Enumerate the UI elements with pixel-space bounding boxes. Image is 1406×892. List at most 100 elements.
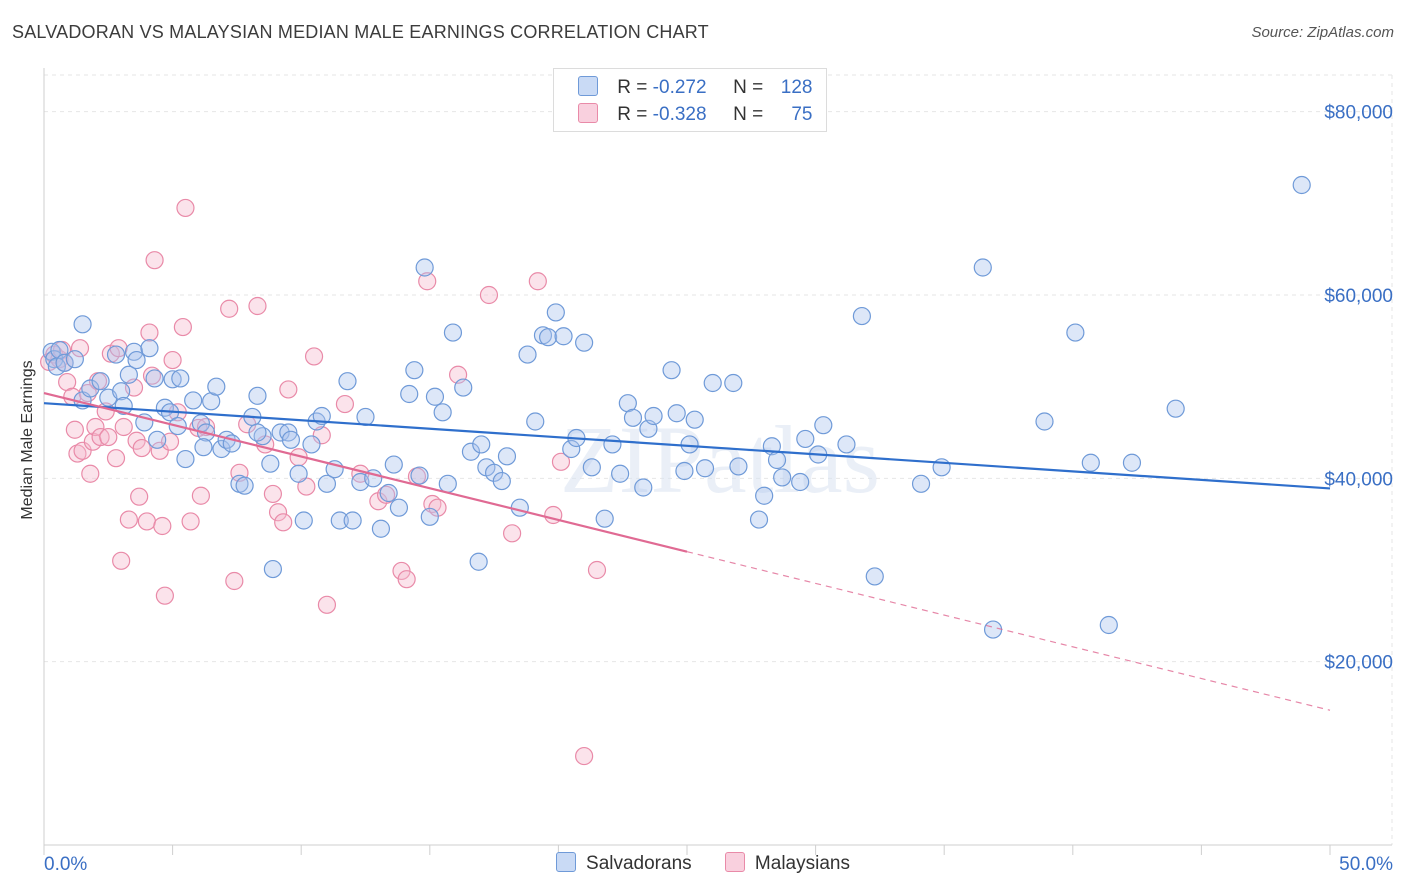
salvadoran-point	[263, 559, 283, 579]
malaysian-point	[119, 510, 138, 529]
salvadoran-point	[796, 429, 815, 449]
malaysian-point	[317, 595, 337, 614]
salvadoran-point	[554, 327, 573, 346]
y-tick-label: $40,000	[1324, 469, 1393, 490]
salvadoran-point	[791, 472, 810, 492]
salvadoran-point	[127, 350, 146, 370]
salvadoran-point	[461, 442, 481, 461]
malaysian-point	[191, 486, 210, 505]
salvadoran-point	[582, 458, 601, 477]
legend-row-malaysians: R = -0.328 N = 75	[578, 103, 813, 126]
malaysian-point	[91, 427, 110, 447]
malaysian-point	[81, 464, 100, 483]
malaysian-point	[114, 417, 133, 437]
salvadoran-point	[371, 519, 391, 538]
salvadoran-point	[575, 333, 594, 352]
malaysian-point	[99, 427, 118, 447]
salvadoran-point	[212, 439, 231, 459]
chart-title: SALVADORAN VS MALAYSIAN MEDIAN MALE EARN…	[12, 22, 709, 42]
malaysian-point	[248, 296, 267, 316]
axes	[43, 68, 1392, 855]
malaysian-point	[220, 299, 239, 318]
legend-item-salvadorans[interactable]: Salvadorans	[556, 852, 692, 875]
salvadoran-point	[562, 439, 581, 459]
salvadoran-point	[546, 303, 565, 322]
salvadoran-point	[438, 474, 457, 493]
salvadoran-point	[148, 430, 167, 449]
salvadoran-point	[510, 498, 529, 517]
salvadoran-point	[420, 507, 439, 526]
salvadoran-point	[539, 328, 558, 347]
salvadoran-point	[454, 378, 473, 397]
salvadoran-point	[675, 461, 694, 481]
x-tick-label: 0.0%	[44, 854, 87, 875]
malaysian-point	[397, 570, 416, 589]
salvadoran-point	[755, 486, 774, 505]
y-tick-label: $20,000	[1324, 653, 1393, 674]
salvadoran-point	[317, 474, 337, 493]
salvadoran-point	[248, 386, 267, 405]
salvadoran-point	[261, 454, 280, 473]
salvadoran-point	[837, 435, 856, 454]
malaysian-point	[312, 426, 331, 445]
malaysian-point	[132, 438, 151, 458]
salvadoran-point	[405, 361, 424, 380]
salvadoran-point	[400, 384, 419, 404]
salvadoran-point	[526, 412, 545, 431]
salvadoran-point	[773, 468, 792, 487]
malaysian-point	[137, 512, 156, 531]
salvadoran-point	[55, 353, 74, 372]
salvadoran-point	[973, 258, 992, 277]
legend-row-salvadorans: R = -0.272 N = 128	[578, 76, 813, 99]
y-axis-label: Median Male Earnings	[19, 360, 36, 520]
salvadoran-point	[389, 498, 409, 517]
salvadoran-point	[497, 447, 517, 466]
salvadoran-point	[112, 382, 131, 401]
salvadoran-point	[623, 408, 643, 427]
salvadoran-point	[1122, 453, 1142, 472]
salvadoran-point	[1081, 453, 1100, 472]
salvadoran-point	[1166, 399, 1185, 418]
legend-item-malaysians[interactable]: Malaysians	[724, 852, 850, 875]
legend-label-salvadorans: Salvadorans	[586, 853, 692, 874]
salvadoran-point	[680, 435, 699, 454]
malaysian-point	[181, 512, 200, 531]
x-tick-labels: 0.0% 50.0%	[44, 854, 1393, 875]
malaysian-point	[274, 513, 293, 532]
malaysian-point	[551, 452, 571, 471]
salvadoran-point	[814, 416, 833, 435]
malaysian-point	[153, 516, 172, 536]
malaysian-point	[575, 746, 594, 766]
salvadoran-point	[171, 369, 190, 388]
y-tick-label: $80,000	[1324, 103, 1393, 124]
legend-label-malaysians: Malaysians	[754, 853, 850, 874]
malaysian-point	[279, 380, 298, 399]
malaysian-point	[225, 571, 244, 591]
salvadoran-point	[302, 435, 321, 454]
legend-r-value: -0.272	[652, 77, 707, 98]
malaysian-point	[163, 350, 182, 370]
salvadoran-point	[767, 450, 787, 470]
y-tick-labels: $20,000 $40,000 $60,000 $80,000	[1324, 103, 1393, 674]
salvadoran-point	[289, 464, 308, 483]
salvadoran-point	[492, 471, 511, 491]
malaysian-point	[130, 487, 149, 506]
salvadoran-point	[667, 404, 686, 423]
salvadoran-point	[281, 430, 301, 449]
salvadoran-point	[983, 620, 1003, 639]
malaysian-point	[142, 366, 162, 385]
salvadoran-point	[379, 483, 398, 503]
salvadoran-point	[279, 423, 298, 442]
salvadoran-point	[145, 369, 164, 388]
salvadoran-point	[184, 391, 203, 410]
malaysian-point	[140, 323, 159, 342]
malaysian-point	[106, 449, 126, 468]
salvadoran-point	[338, 372, 357, 391]
salvadoran-point	[469, 552, 488, 571]
malaysian-point	[86, 417, 105, 437]
salvadoran-point	[1066, 323, 1085, 342]
salvadoran-point	[207, 377, 226, 396]
salvadoran-point	[703, 373, 722, 393]
salvadoran-point	[695, 459, 715, 478]
